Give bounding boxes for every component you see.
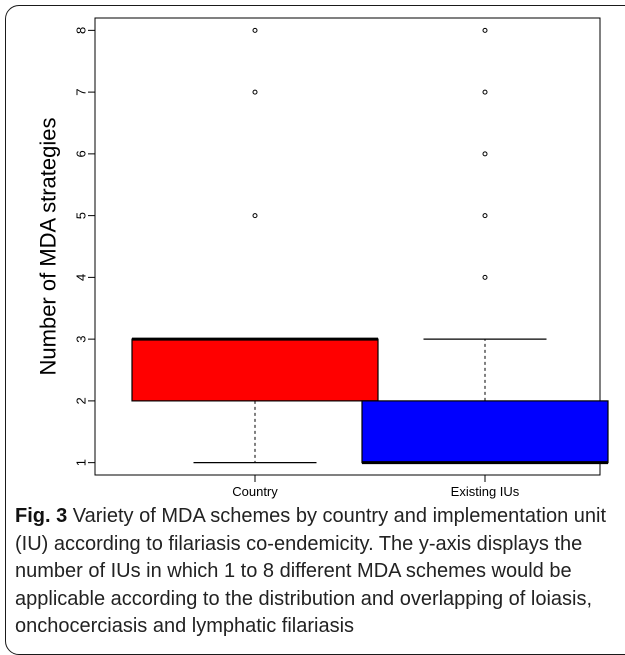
y-tick-label: 3 bbox=[74, 336, 89, 343]
outlier-point bbox=[252, 89, 258, 95]
boxplot-chart: 1 2 3 4 5 6 7 8 Number of MDA strategies Country E… bbox=[36, 17, 609, 499]
y-tick-label: 7 bbox=[74, 88, 89, 95]
outlier-point bbox=[482, 213, 488, 219]
outlier-point bbox=[482, 89, 488, 95]
figure-frame bbox=[5, 5, 625, 655]
outlier-point bbox=[252, 213, 258, 219]
y-tick-label: 5 bbox=[74, 212, 89, 219]
plot-border bbox=[94, 17, 601, 476]
box-existing-ius bbox=[361, 400, 609, 464]
caption-text: Variety of MDA schemes by country and im… bbox=[15, 505, 607, 637]
y-tick-label: 4 bbox=[74, 274, 89, 281]
outlier-point bbox=[482, 151, 488, 157]
figure-label: Fig. 3 bbox=[15, 505, 68, 527]
y-tick-label: 6 bbox=[74, 150, 89, 157]
x-tick-label: Country bbox=[232, 484, 278, 499]
outlier-point bbox=[482, 27, 488, 33]
y-tick-label: 1 bbox=[74, 459, 89, 466]
y-tick-label: 8 bbox=[74, 27, 89, 34]
box-country bbox=[131, 338, 379, 402]
y-axis-title: Number of MDA strategies bbox=[36, 118, 61, 376]
x-tick-label: Existing IUs bbox=[451, 484, 520, 499]
figure-caption: Fig. 3 Variety of MDA schemes by country… bbox=[15, 503, 615, 641]
y-tick-label: 2 bbox=[74, 397, 89, 404]
outlier-point bbox=[252, 27, 258, 33]
outlier-point bbox=[482, 274, 488, 280]
